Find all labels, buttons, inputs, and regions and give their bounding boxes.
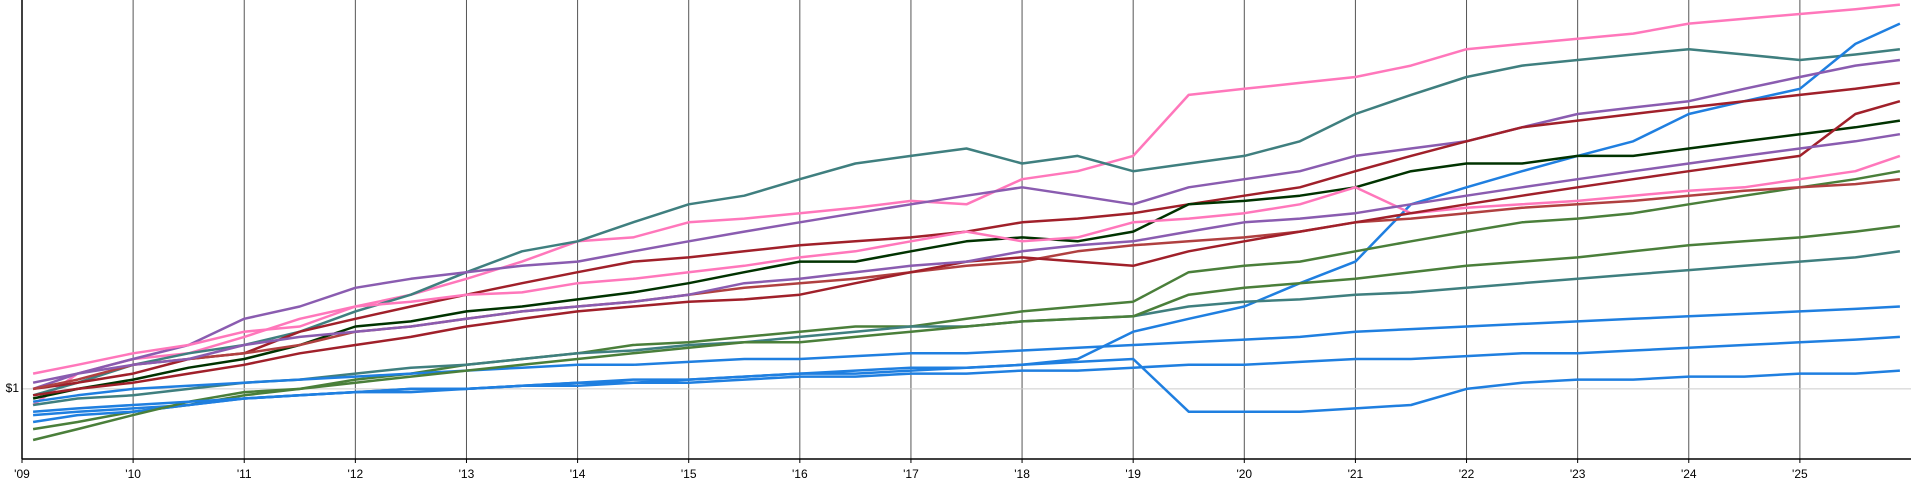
x-tick-label: '25 [1792, 467, 1808, 481]
x-tick-label: '22 [1459, 467, 1475, 481]
series-line [32, 169, 1901, 431]
x-tick-label: '18 [1014, 467, 1030, 481]
x-tick-label: '17 [903, 467, 919, 481]
series-line [32, 305, 1900, 403]
series-line [32, 224, 1901, 442]
x-tick-label: '24 [1681, 467, 1697, 481]
x-tick-label: '11 [237, 467, 252, 481]
x-tick-label: '15 [681, 467, 697, 481]
series-line [32, 177, 1901, 391]
series-line [32, 47, 1901, 397]
x-tick-label: '23 [1570, 467, 1586, 481]
y-tick-label: $1 [6, 381, 20, 395]
series-line [33, 335, 1900, 413]
series-line [32, 132, 1901, 384]
series-line [32, 58, 1901, 391]
series-line [32, 119, 1901, 400]
x-tick-label: '10 [125, 467, 141, 481]
x-tick-label: '21 [1348, 467, 1364, 481]
series-line [32, 154, 1901, 375]
x-tick-label: '13 [459, 467, 475, 481]
series-line [33, 22, 1901, 417]
x-tick-label: '09 [14, 467, 30, 481]
x-tick-label: '19 [1125, 467, 1141, 481]
x-tick-label: '20 [1236, 467, 1252, 481]
x-tick-label: '16 [792, 467, 808, 481]
x-tick-label: '14 [570, 467, 586, 481]
series-line [32, 357, 1900, 424]
x-tick-label: '12 [348, 467, 364, 481]
series-line [32, 3, 1901, 407]
